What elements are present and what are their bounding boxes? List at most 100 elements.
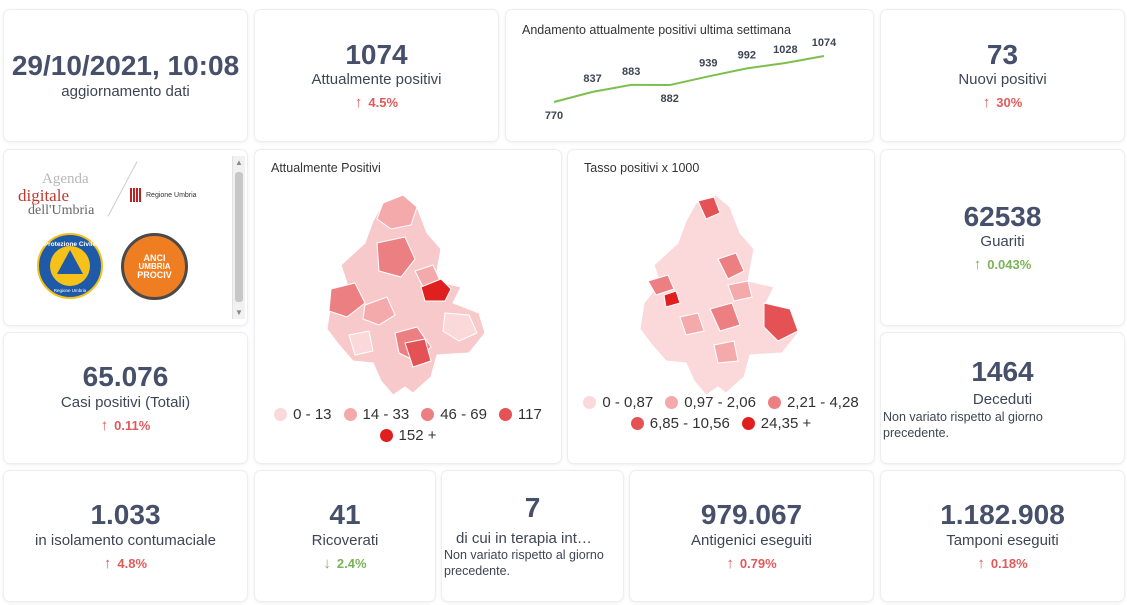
isolamento-card: 1.033 in isolamento contumaciale ↑ 4.8% xyxy=(4,471,247,601)
legend-swatch xyxy=(767,396,781,409)
attualmente-positivi-label: Attualmente positivi xyxy=(311,71,442,89)
legend-label: 0 - 13 xyxy=(293,406,332,423)
agenda-logo-line3: dell'Umbria xyxy=(28,203,95,218)
regione-umbria-logo: Regione Umbria xyxy=(130,188,197,202)
casi-totali-card: 65.076 Casi positivi (Totali) ↑ 0.11% xyxy=(4,333,247,463)
guariti-card: 62538 Guariti ↑ 0.043% xyxy=(881,150,1124,325)
legend-swatch xyxy=(274,408,288,421)
agenda-logo-line1: Agenda xyxy=(42,171,89,187)
deceduti-value: 1464 xyxy=(971,356,1034,387)
arrow-up-icon: ↑ xyxy=(973,256,982,274)
legend-label: 14 - 33 xyxy=(362,406,410,423)
scroll-down-icon[interactable]: ▼ xyxy=(235,308,243,317)
terapia-value: 7 xyxy=(524,492,541,523)
ricoverati-label: Ricoverati xyxy=(311,531,379,549)
delta-value: 30% xyxy=(996,95,1023,111)
legend-item: 6,85 - 10,56 xyxy=(630,415,730,432)
update-datetime: 29/10/2021, 10:08 xyxy=(11,50,240,82)
nuovi-positivi-delta: ↑ 30% xyxy=(983,94,1023,111)
legend-label: 2,21 - 4,28 xyxy=(786,394,859,411)
legend-swatch xyxy=(421,408,435,421)
delta-value: 4.5% xyxy=(368,95,399,111)
logos-card: Agenda digitale dell'Umbria Regione Umbr… xyxy=(4,150,247,325)
protezione-civile-emblem xyxy=(50,246,90,286)
legend-item: 0 - 0,87 xyxy=(583,394,653,411)
legend-swatch xyxy=(741,417,755,430)
legend-item: 24,35 + xyxy=(741,415,811,432)
regione-umbria-text: Regione Umbria xyxy=(146,191,197,199)
terapia-note: Non variato rispetto al giorno precedent… xyxy=(444,548,604,579)
arrow-up-icon: ↑ xyxy=(100,416,109,434)
arrow-up-icon: ↑ xyxy=(977,554,985,572)
arrow-up-icon: ↑ xyxy=(354,94,363,112)
map1-title: Attualmente Positivi xyxy=(271,161,381,175)
antigenici-label: Antigenici eseguiti xyxy=(691,531,812,549)
agenda-logo: Agenda digitale dell'Umbria xyxy=(18,172,118,218)
trend-point-label: 1074 xyxy=(812,37,837,49)
legend-label: 6,85 - 10,56 xyxy=(649,415,730,432)
tamponi-card: 1.182.908 Tamponi eseguiti ↑ 0.18% xyxy=(881,471,1124,601)
trend-point-label: 882 xyxy=(661,93,679,105)
terapia-label: di cui in terapia int… xyxy=(456,530,592,547)
map2-title: Tasso positivi x 1000 xyxy=(584,161,700,175)
delta-value: 0.11% xyxy=(114,417,151,433)
scrollbar-thumb[interactable] xyxy=(235,172,243,302)
legend-swatch xyxy=(379,429,393,442)
legend-label: 117 xyxy=(517,406,542,423)
antigenici-delta: ↑ 0.79% xyxy=(726,555,776,572)
map2-legend: 0 - 0,87 0,97 - 2,06 2,21 - 4,28 6,85 - 10,… xyxy=(578,394,864,432)
attualmente-positivi-card: 1074 Attualmente positivi ↑ 4.5% xyxy=(255,10,498,141)
update-label: aggiornamento dati xyxy=(61,82,190,100)
arrow-up-icon: ↑ xyxy=(982,94,991,112)
arrow-up-icon: ↑ xyxy=(726,554,734,572)
logos-scrollbar[interactable]: ▲ ▼ xyxy=(232,156,245,319)
protezione-civile-subtext: Regione Umbria xyxy=(53,288,87,293)
legend-label: 0 - 0,87 xyxy=(602,394,654,411)
legend-label: 0,97 - 2,06 xyxy=(684,394,756,411)
legend-label: 152 + xyxy=(398,427,437,444)
delta-value: 2.4% xyxy=(336,555,367,571)
antigenici-card: 979.067 Antigenici eseguiti ↑ 0.79% xyxy=(630,471,873,601)
legend-item: 46 - 69 xyxy=(421,406,487,423)
guariti-delta: ↑ 0.043% xyxy=(974,256,1032,273)
deceduti-note: Non variato rispetto al giorno precedent… xyxy=(883,410,1043,441)
isolamento-value: 1.033 xyxy=(90,499,161,531)
trend-title: Andamento attualmente positivi ultima se… xyxy=(522,23,791,37)
umbria-map-positivi xyxy=(326,194,486,396)
trend-point-label: 992 xyxy=(738,49,756,61)
ricoverati-value: 41 xyxy=(329,499,361,531)
regione-emblem-icon xyxy=(130,188,142,202)
legend-item: 0,97 - 2,06 xyxy=(665,394,756,411)
nuovi-positivi-card: 73 Nuovi positivi ↑ 30% xyxy=(881,10,1124,141)
legend-label: 46 - 69 xyxy=(440,406,487,423)
deceduti-card: 1464 Deceduti Non variato rispetto al gi… xyxy=(881,333,1124,463)
attualmente-positivi-delta: ↑ 4.5% xyxy=(355,94,398,111)
legend-item: 117 xyxy=(498,406,542,423)
trend-point-label: 883 xyxy=(622,66,640,78)
trend-point-label: 1028 xyxy=(773,44,797,56)
legend-swatch xyxy=(630,417,644,430)
delta-value: 4.8% xyxy=(117,555,148,571)
legend-swatch xyxy=(665,396,679,409)
scroll-up-icon[interactable]: ▲ xyxy=(235,158,243,167)
anci-prociv-text: PROCIV xyxy=(137,269,172,280)
arrow-down-icon: ↓ xyxy=(323,554,331,572)
delta-value: 0.043% xyxy=(987,257,1032,273)
protezione-civile-text: Protezione Civile xyxy=(43,241,97,248)
trend-point-label: 770 xyxy=(545,110,563,122)
umbria-map-tasso xyxy=(639,194,799,396)
delta-value: 0.79% xyxy=(739,555,777,571)
terapia-card: 7 di cui in terapia int… Non variato ris… xyxy=(442,471,623,601)
legend-swatch xyxy=(583,396,597,409)
isolamento-delta: ↑ 4.8% xyxy=(104,555,147,572)
anci-umbria-text: UMBRIA xyxy=(138,261,171,271)
map1-legend: 0 - 13 14 - 33 46 - 69 117 152 + xyxy=(265,406,551,444)
anci-text: ANCI xyxy=(143,252,166,263)
map1-card: Attualmente Positivi 0 - 13 14 - 33 46 - 6… xyxy=(255,150,561,463)
tamponi-value: 1.182.908 xyxy=(940,499,1065,531)
ricoverati-card: 41 Ricoverati ↓ 2.4% xyxy=(255,471,435,601)
legend-item: 14 - 33 xyxy=(343,406,410,423)
attualmente-positivi-value: 1074 xyxy=(345,38,408,70)
legend-item: 0 - 13 xyxy=(274,406,332,423)
tamponi-label: Tamponi eseguiti xyxy=(946,531,1059,549)
